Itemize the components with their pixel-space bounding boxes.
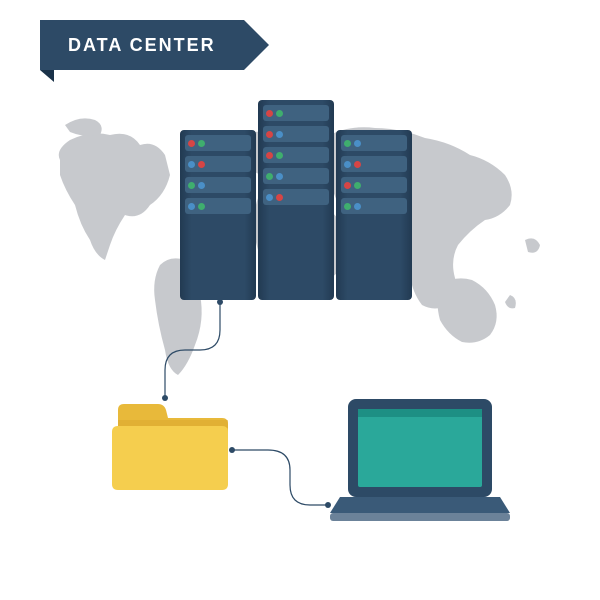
server-tower-right [336, 130, 412, 300]
edge-folder-laptop [0, 0, 600, 600]
title-text: DATA CENTER [68, 35, 216, 56]
folder-icon [110, 400, 230, 495]
server-tower-center [258, 100, 334, 300]
server-cluster [180, 100, 412, 300]
title-ribbon: DATA CENTER [40, 20, 244, 70]
laptop-icon [330, 395, 510, 525]
server-tower-left [180, 130, 256, 300]
